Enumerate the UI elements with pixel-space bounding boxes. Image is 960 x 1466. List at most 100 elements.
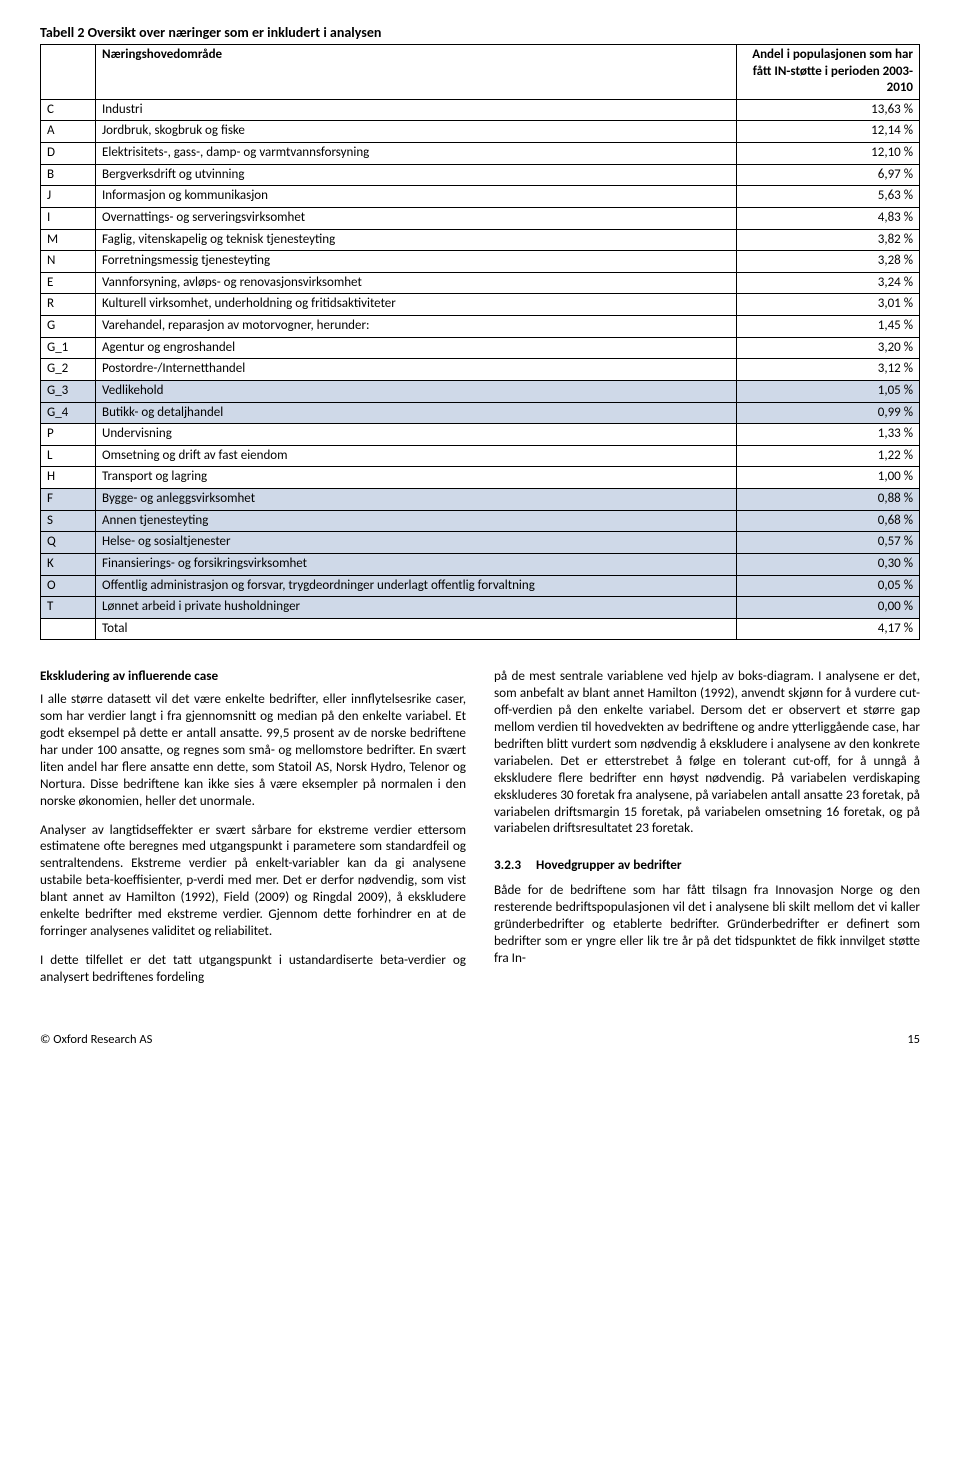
cell-pct: 0,05 % — [737, 575, 920, 597]
cell-code: K — [41, 553, 96, 575]
cell-code: E — [41, 272, 96, 294]
cell-code: Q — [41, 532, 96, 554]
table-row: OOffentlig administrasjon og forsvar, tr… — [41, 575, 920, 597]
cell-name: Informasjon og kommunikasjon — [96, 186, 737, 208]
th-name: Næringshovedområde — [96, 44, 737, 99]
cell-code: G_2 — [41, 359, 96, 381]
cell-code: H — [41, 467, 96, 489]
cell-pct: 0,57 % — [737, 532, 920, 554]
table-row: DElektrisitets-, gass-, damp- og varmtva… — [41, 143, 920, 165]
cell-code: G_1 — [41, 337, 96, 359]
cell-pct: 1,33 % — [737, 424, 920, 446]
left-column: Ekskludering av influerende case I alle … — [40, 668, 466, 997]
table-row: EVannforsyning, avløps- og renovasjonsvi… — [41, 272, 920, 294]
th-code — [41, 44, 96, 99]
cell-name: Bergverksdrift og utvinning — [96, 164, 737, 186]
cell-name: Lønnet arbeid i private husholdninger — [96, 597, 737, 619]
table-title: Tabell 2 Oversikt over næringer som er i… — [40, 24, 920, 42]
cell-code: G_4 — [41, 402, 96, 424]
cell-name: Vedlikehold — [96, 380, 737, 402]
cell-pct: 4,83 % — [737, 207, 920, 229]
right-p1: på de mest sentrale variablene ved hjelp… — [494, 668, 920, 837]
table-row: IOvernattings- og serveringsvirksomhet4,… — [41, 207, 920, 229]
table-row: GVarehandel, reparasjon av motorvogner, … — [41, 316, 920, 338]
cell-pct: 1,05 % — [737, 380, 920, 402]
cell-pct: 0,68 % — [737, 510, 920, 532]
cell-code: G_3 — [41, 380, 96, 402]
table-row: LOmsetning og drift av fast eiendom1,22 … — [41, 445, 920, 467]
section-number: 3.2.3 Hovedgrupper av bedrifter — [494, 857, 920, 874]
cell-name: Vannforsyning, avløps- og renovasjonsvir… — [96, 272, 737, 294]
table-row: G_2 Postordre-/Internetthandel3,12 % — [41, 359, 920, 381]
cell-name: Elektrisitets-, gass-, damp- og varmtvan… — [96, 143, 737, 165]
cell-name: Transport og lagring — [96, 467, 737, 489]
table-row: RKulturell virksomhet, underholdning og … — [41, 294, 920, 316]
table-row: Total4,17 % — [41, 618, 920, 640]
cell-code — [41, 618, 96, 640]
cell-code: J — [41, 186, 96, 208]
cell-code: O — [41, 575, 96, 597]
cell-code: M — [41, 229, 96, 251]
table-row: SAnnen tjenesteyting0,68 % — [41, 510, 920, 532]
table-row: JInformasjon og kommunikasjon5,63 % — [41, 186, 920, 208]
table-row: KFinansierings- og forsikringsvirksomhet… — [41, 553, 920, 575]
table-row: PUndervisning1,33 % — [41, 424, 920, 446]
cell-pct: 1,00 % — [737, 467, 920, 489]
cell-code: B — [41, 164, 96, 186]
cell-pct: 1,22 % — [737, 445, 920, 467]
table-row: MFaglig, vitenskapelig og teknisk tjenes… — [41, 229, 920, 251]
left-heading: Ekskludering av influerende case — [40, 668, 466, 685]
cell-pct: 0,88 % — [737, 489, 920, 511]
cell-name: Omsetning og drift av fast eiendom — [96, 445, 737, 467]
table-row: AJordbruk, skogbruk og fiske12,14 % — [41, 121, 920, 143]
cell-pct: 3,20 % — [737, 337, 920, 359]
cell-code: P — [41, 424, 96, 446]
footer-right: 15 — [907, 1032, 920, 1048]
cell-pct: 12,14 % — [737, 121, 920, 143]
cell-code: D — [41, 143, 96, 165]
cell-name: Industri — [96, 99, 737, 121]
cell-pct: 1,45 % — [737, 316, 920, 338]
cell-name: Finansierings- og forsikringsvirksomhet — [96, 553, 737, 575]
cell-code: F — [41, 489, 96, 511]
cell-pct: 3,28 % — [737, 251, 920, 273]
table-row: G_3 Vedlikehold1,05 % — [41, 380, 920, 402]
cell-pct: 3,82 % — [737, 229, 920, 251]
cell-pct: 4,17 % — [737, 618, 920, 640]
right-p2: Både for de bedriftene som har fått tils… — [494, 882, 920, 966]
cell-pct: 3,24 % — [737, 272, 920, 294]
table-row: FBygge- og anleggsvirksomhet0,88 % — [41, 489, 920, 511]
cell-name: Helse- og sosialtjenester — [96, 532, 737, 554]
cell-name: Overnattings- og serveringsvirksomhet — [96, 207, 737, 229]
cell-name: Offentlig administrasjon og forsvar, try… — [96, 575, 737, 597]
cell-name: Kulturell virksomhet, underholdning og f… — [96, 294, 737, 316]
cell-name: Total — [96, 618, 737, 640]
cell-code: L — [41, 445, 96, 467]
cell-name: Undervisning — [96, 424, 737, 446]
table-row: NForretningsmessig tjenesteyting3,28 % — [41, 251, 920, 273]
cell-pct: 0,00 % — [737, 597, 920, 619]
cell-code: G — [41, 316, 96, 338]
table-row: G_4 Butikk- og detaljhandel0,99 % — [41, 402, 920, 424]
cell-name: Bygge- og anleggsvirksomhet — [96, 489, 737, 511]
footer-left: © Oxford Research AS — [40, 1032, 152, 1048]
left-p2: Analyser av langtidseffekter er svært så… — [40, 822, 466, 940]
cell-pct: 0,30 % — [737, 553, 920, 575]
th-pct: Andel i populasjonen som har fått IN-stø… — [737, 44, 920, 99]
table-row: HTransport og lagring1,00 % — [41, 467, 920, 489]
left-p1: I alle større datasett vil det være enke… — [40, 691, 466, 809]
cell-pct: 12,10 % — [737, 143, 920, 165]
cell-name: Forretningsmessig tjenesteyting — [96, 251, 737, 273]
right-column: på de mest sentrale variablene ved hjelp… — [494, 668, 920, 997]
secnum: 3.2.3 — [494, 856, 521, 873]
cell-pct: 5,63 % — [737, 186, 920, 208]
table-row: QHelse- og sosialtjenester0,57 % — [41, 532, 920, 554]
cell-code: N — [41, 251, 96, 273]
cell-name: Postordre-/Internetthandel — [96, 359, 737, 381]
cell-code: C — [41, 99, 96, 121]
data-table: Næringshovedområde Andel i populasjonen … — [40, 44, 920, 641]
cell-pct: 6,97 % — [737, 164, 920, 186]
cell-code: T — [41, 597, 96, 619]
cell-pct: 3,12 % — [737, 359, 920, 381]
cell-name: Annen tjenesteyting — [96, 510, 737, 532]
